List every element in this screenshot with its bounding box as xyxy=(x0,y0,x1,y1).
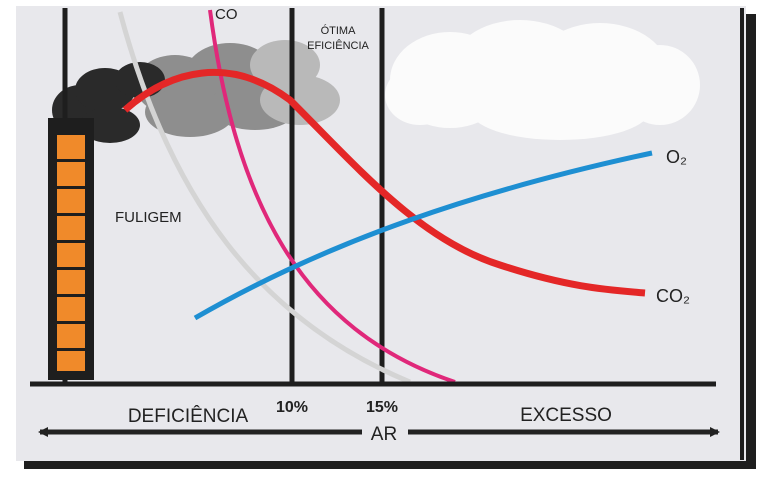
o2-curve xyxy=(193,150,653,321)
ten-label: 10% xyxy=(276,399,308,416)
soot-label: FULIGEM xyxy=(115,209,182,226)
co-label: CO xyxy=(215,6,238,23)
soot-curve xyxy=(117,11,411,385)
optimal-label: EFICIÊNCIA xyxy=(307,39,369,52)
optimal-label: ÓTIMA xyxy=(321,24,356,37)
co2-curve xyxy=(122,69,646,297)
co2-label: CO₂ xyxy=(656,286,690,306)
co-curve xyxy=(208,9,456,384)
o2-label: O₂ xyxy=(666,147,687,167)
excess-label: EXCESSO xyxy=(520,405,612,426)
smoke-light xyxy=(385,20,700,140)
chimney-bricks xyxy=(57,135,85,371)
smoke-light-gray xyxy=(250,40,340,125)
air-label: AR xyxy=(371,424,397,445)
deficiency-label: DEFICIÊNCIA xyxy=(128,405,249,427)
fifteen-label: 15% xyxy=(366,399,398,416)
